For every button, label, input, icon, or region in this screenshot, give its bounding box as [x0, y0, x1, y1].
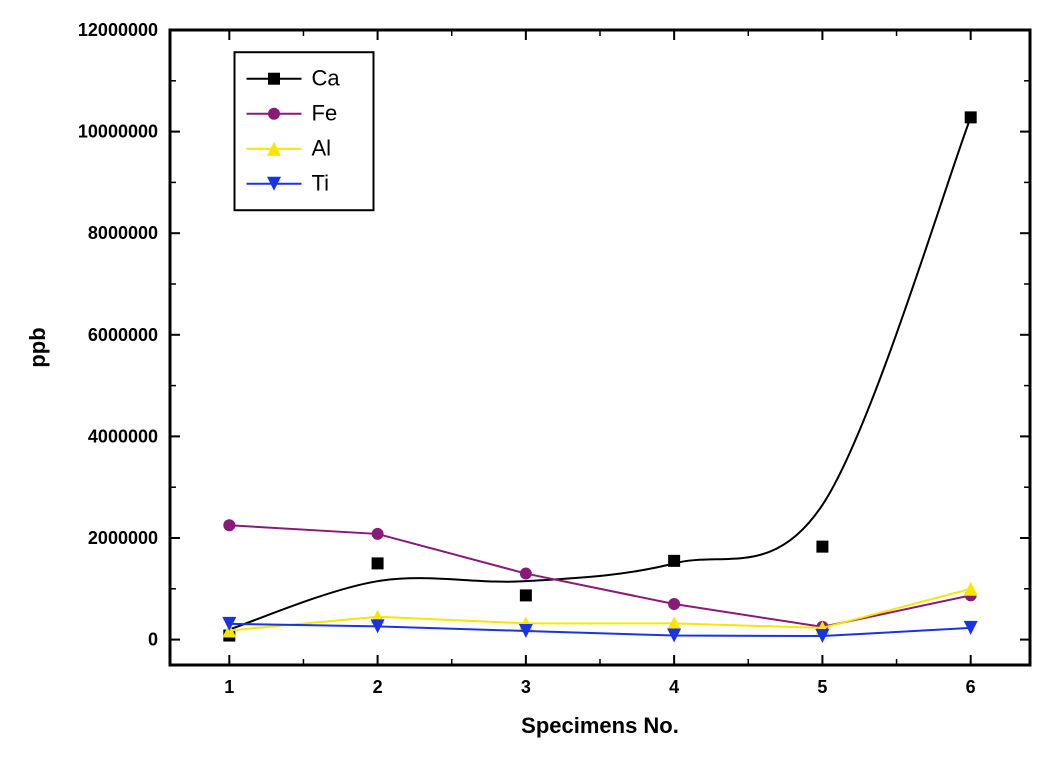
- y-tick-label: 4000000: [88, 426, 158, 446]
- chart-container: 0 2000000 4000000 6000000 8000000 10000000 120…: [0, 0, 1060, 780]
- legend: Ca Fe Al Ti: [235, 52, 374, 210]
- y-tick-label: 2000000: [88, 528, 158, 548]
- x-tick-label: 3: [521, 677, 531, 697]
- y-axis-label: ppb: [25, 327, 50, 367]
- y-tick-label: 0: [148, 630, 158, 650]
- y-tick-label: 6000000: [88, 325, 158, 345]
- legend-label-Ti: Ti: [312, 171, 330, 196]
- legend-label-Ca: Ca: [312, 66, 341, 91]
- x-axis-label: Specimens No.: [521, 713, 679, 738]
- y-tick-label: 10000000: [78, 122, 158, 142]
- x-tick-label: 6: [966, 677, 976, 697]
- x-tick-label: 2: [373, 677, 383, 697]
- y-tick-label: 12000000: [78, 20, 158, 40]
- x-tick-label: 1: [224, 677, 234, 697]
- x-tick-label: 5: [817, 677, 827, 697]
- legend-label-Fe: Fe: [312, 101, 338, 126]
- chart-svg: 0 2000000 4000000 6000000 8000000 10000000 120…: [0, 0, 1060, 780]
- y-tick-label: 8000000: [88, 223, 158, 243]
- legend-label-Al: Al: [312, 136, 332, 161]
- x-tick-label: 4: [669, 677, 679, 697]
